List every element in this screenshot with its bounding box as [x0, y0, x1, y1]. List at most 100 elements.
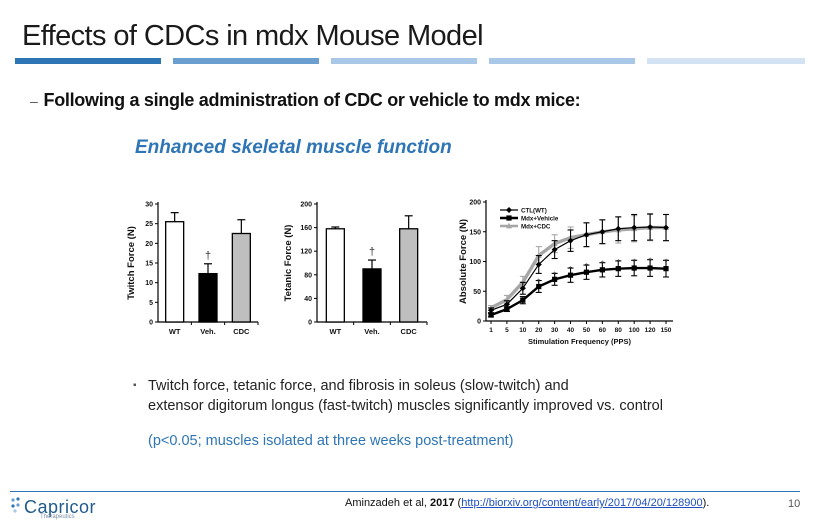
data-point-ctl-wt- [535, 261, 542, 268]
subtitle: – Following a single administration of CD… [30, 90, 581, 111]
y-tick-label: 80 [304, 272, 312, 279]
data-point-ctl-wt- [583, 231, 590, 238]
significance-marker: † [369, 246, 375, 258]
tetanic-force-chart: 0 40 80 120 160 200 Tetanic Force (N) WT Veh. CDC… [283, 202, 428, 336]
logo-tagline: Therapeutics [40, 514, 75, 520]
data-point-mdx-vehicle [663, 266, 669, 272]
x-tick-label: 10 [519, 327, 527, 334]
y-tick-label: 0 [308, 320, 312, 327]
x-tick-label: 5 [505, 327, 509, 334]
y-tick-label: 20 [145, 241, 153, 248]
x-tick-label: 1 [489, 327, 493, 334]
title-accent-bars [15, 58, 805, 64]
bullet-text-line-1: Twitch force, tetanic force, and fibrosi… [148, 378, 569, 394]
significance-marker: * [569, 265, 572, 274]
data-point-mdx-vehicle [647, 265, 653, 271]
data-point-ctl-wt- [663, 224, 669, 231]
y-tick-label: 120 [300, 249, 312, 256]
page-number: 10 [788, 498, 801, 510]
bar-cdc [231, 232, 251, 323]
citation: Aminzadeh et al, 2017 (http://biorxiv.or… [345, 497, 709, 509]
data-point-mdx-vehicle [552, 276, 558, 282]
citation-open: ( [457, 497, 462, 509]
y-tick-label: 200 [469, 200, 481, 207]
data-point-mdx-vehicle [536, 283, 542, 290]
significance-marker: * [649, 257, 652, 266]
data-point-mdx-vehicle [520, 297, 526, 303]
subtitle-text: Following a single administration of CDC… [43, 90, 581, 110]
significance-marker: † [205, 250, 211, 262]
data-point-ctl-wt- [551, 246, 558, 253]
x-tick-label: 150 [661, 327, 672, 334]
y-tick-label: 30 [145, 202, 153, 209]
significance-note: (p<0.05; muscles isolated at three weeks… [148, 433, 514, 449]
y-tick-label: 160 [300, 225, 312, 232]
x-tick-label: Veh. [200, 327, 215, 336]
data-point-mdx-vehicle [631, 265, 637, 271]
significance-marker: * [664, 257, 667, 266]
bullet-marker: ▪ [133, 380, 137, 391]
significance-marker: * [633, 257, 636, 266]
data-point-ctl-wt- [519, 285, 526, 292]
y-tick-label: 0 [477, 319, 481, 326]
x-tick-label: 80 [615, 327, 623, 334]
y-tick-label: 100 [469, 259, 481, 266]
bar-cdc [399, 228, 419, 323]
data-point-mdx-vehicle [504, 306, 510, 312]
data-point-mdx-vehicle [583, 269, 590, 275]
data-point-ctl-wt- [631, 224, 638, 231]
bar-wt [165, 221, 185, 323]
bar-wt [325, 228, 345, 323]
x-tick-label: WT [329, 327, 341, 336]
x-tick-label: 100 [629, 327, 640, 334]
capricor-logo: Capricor Therapeutics [10, 494, 120, 526]
x-tick-label: CDC [401, 327, 418, 336]
legend-marker-mdx-vehicle [506, 215, 512, 221]
data-point-ctl-wt- [488, 307, 494, 314]
x-tick-label: Veh. [364, 327, 379, 336]
accent-bar-3 [331, 58, 477, 64]
data-point-mdx-vehicle [615, 266, 621, 272]
citation-authors: Aminzadeh et al, [345, 497, 427, 509]
x-tick-label: WT [169, 327, 181, 336]
accent-bar-4 [489, 58, 635, 64]
legend-marker-mdx-cdc [506, 222, 512, 229]
citation-link[interactable]: http://biorxiv.org/content/early/2017/04… [461, 497, 703, 509]
series-line-mdx-vehicle [490, 266, 667, 317]
y-tick-label: 15 [145, 261, 153, 268]
accent-bar-5 [647, 58, 805, 64]
data-point-mdx-vehicle [488, 312, 494, 318]
significance-marker: * [617, 258, 620, 267]
x-axis-label: Stimulation Frequency (PPS) [528, 337, 631, 346]
x-tick-label: 120 [645, 327, 656, 334]
data-point-ctl-wt- [599, 228, 606, 235]
y-axis-label: Twitch Force (N) [126, 226, 137, 300]
citation-close: ). [702, 497, 710, 509]
y-tick-label: 40 [304, 296, 312, 303]
subtitle-dash: – [30, 93, 38, 109]
data-point-ctl-wt- [647, 223, 654, 230]
citation-year: 2017 [430, 497, 455, 509]
x-tick-label: 40 [567, 327, 575, 334]
x-tick-label: 50 [583, 327, 591, 334]
significance-marker: * [585, 262, 588, 271]
slide-title: Effects of CDCs in mdx Mouse Model [22, 20, 484, 52]
logo-mark-icon [11, 497, 20, 513]
accent-bar-1 [15, 58, 161, 64]
legend-label-mdx-vehicle: Mdx+Vehicle [521, 216, 559, 223]
y-tick-label: 5 [149, 300, 153, 307]
series-line-mdx-cdc [490, 225, 666, 310]
logo-name: Capricor [24, 497, 97, 517]
absolute-force-chart: 0 50 100 150 200 1 5 10 20 30 40 50 60 80 100 120 150 Sti… [458, 200, 673, 346]
y-tick-label: 150 [469, 229, 481, 236]
data-point-ctl-wt- [615, 225, 622, 232]
x-tick-label: 60 [599, 327, 607, 334]
y-tick-label: 10 [145, 280, 153, 287]
data-point-mdx-vehicle [599, 267, 605, 273]
bullet-point: ▪ Twitch force, tetanic force, and fibro… [133, 376, 663, 416]
significance-marker: * [537, 278, 540, 287]
y-tick-label: 50 [473, 289, 481, 296]
y-axis-label: Tetanic Force (N) [283, 225, 294, 302]
bullet-text-line-2: extensor digitorum longus (fast-twitch) … [148, 398, 663, 414]
y-tick-label: 200 [300, 202, 312, 209]
